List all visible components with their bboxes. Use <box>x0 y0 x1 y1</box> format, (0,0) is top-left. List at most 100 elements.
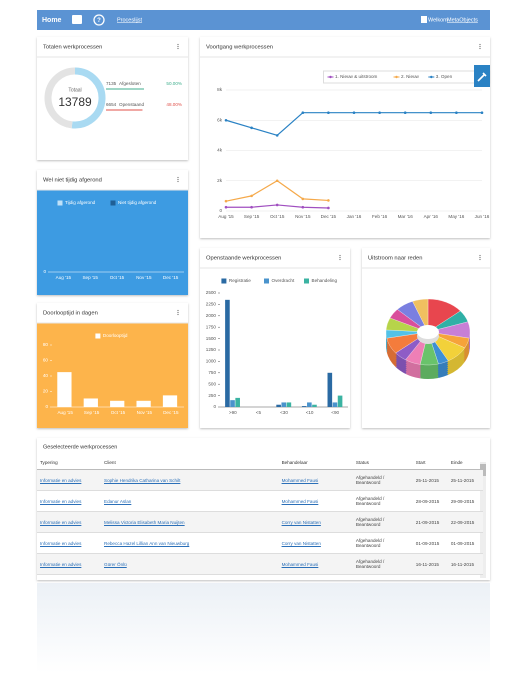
cell-text[interactable]: Mohammed Fausi <box>281 477 319 483</box>
bar <box>301 406 307 407</box>
bar <box>276 404 281 407</box>
cell-text: Afgehandeld / Beantwoord <box>355 538 385 548</box>
panel-menu-dot <box>479 258 481 261</box>
cell-text: 01-09-2015 <box>415 540 440 546</box>
y-tick-label: 2250 <box>206 302 217 307</box>
panel-menu-dot <box>177 309 179 312</box>
series-point <box>301 205 305 209</box>
panel <box>200 37 490 238</box>
table-header: Typering Client Behandelaar Status Start Eind… <box>37 456 483 470</box>
column-header[interactable]: Typering <box>37 456 101 470</box>
cell: Informatie en advies <box>37 532 101 554</box>
series-point <box>224 205 228 209</box>
cell-text[interactable]: Informatie en advies <box>40 519 82 525</box>
x-tick-label: Apr '16 <box>424 214 439 219</box>
y-tick-label: 1000 <box>206 359 217 364</box>
cell-text[interactable]: Informatie en advies <box>40 477 82 483</box>
cell: Edanur Aslan <box>101 490 279 512</box>
column-header[interactable]: Start <box>412 456 448 470</box>
cell-text[interactable]: Corry van Nistatten <box>281 519 321 525</box>
column-header[interactable]: Behandelaar <box>278 456 353 470</box>
cell: Corry van Nistatten <box>278 511 353 533</box>
x-tick-label: Nov '15 <box>137 410 153 415</box>
legend-label: 2. Nieuw <box>401 74 420 79</box>
panel-menu-dot <box>177 180 179 183</box>
series-point <box>378 111 381 114</box>
table-row[interactable]: Informatie en advies Melissa Victoria Eli… <box>37 511 483 533</box>
user-link[interactable]: MetaObjects <box>447 17 478 23</box>
table-row[interactable]: Informatie en advies Rebecca Hazel Lillia… <box>37 532 483 554</box>
cell-text[interactable]: Mohammed Fausi <box>281 561 319 567</box>
table-grid: Typering Client Behandelaar Status Start Eind… <box>37 456 483 575</box>
x-tick-label: Aug '15 <box>57 410 73 415</box>
table-row[interactable]: Informatie en advies Gürer Önlü Mohammed F… <box>37 553 483 575</box>
help-icon[interactable] <box>93 14 105 26</box>
y-tick-label: 0 <box>43 269 46 274</box>
x-tick-label: <10 <box>306 410 314 415</box>
panel-menu-dot <box>177 311 179 314</box>
cell-text: 21-09-2015 <box>415 519 440 525</box>
bar <box>307 402 312 407</box>
pie-slice <box>412 298 429 333</box>
x-tick-label: Sep '15 <box>84 410 100 415</box>
y-tick-label: 6k <box>217 117 223 122</box>
cell-text[interactable]: Edanur Aslan <box>104 498 132 504</box>
y-tick-label: 1250 <box>206 347 217 352</box>
pie-hole-top <box>417 325 439 339</box>
table-row[interactable]: Informatie en advies Sophie Hendrika Cath… <box>37 469 483 491</box>
cell-text: 29-09-2015 <box>450 498 475 504</box>
legend-swatch <box>264 278 269 284</box>
cell-text[interactable]: Sophie Hendrika Catharina van Schilt <box>104 477 181 483</box>
cell-text[interactable]: Melissa Victoria Elisabeth Maria Nuijten <box>104 519 185 525</box>
home-link[interactable]: Home <box>42 17 62 24</box>
cell: Afgehandeld / Beantwoord <box>352 511 413 533</box>
y-tick-label: 0 <box>45 404 48 409</box>
panel-menu-dot <box>479 254 481 257</box>
column-header[interactable]: Client <box>101 456 279 470</box>
cell-text[interactable]: Mohammed Fausi <box>281 498 319 504</box>
cell-text: 22-09-2015 <box>450 519 475 525</box>
cell-text[interactable]: Informatie en advies <box>40 561 82 567</box>
y-tick-label: 4k <box>217 148 223 153</box>
x-tick-label: Jun '16 <box>475 214 490 219</box>
cell-text: 28-09-2015 <box>415 498 440 504</box>
series-point <box>224 118 228 122</box>
column-header[interactable]: Einde <box>447 456 483 470</box>
print-icon[interactable] <box>72 15 82 24</box>
scrollbar-thumb[interactable] <box>480 464 486 476</box>
table-row[interactable]: Informatie en advies Edanur Aslan Mohammed… <box>37 490 483 512</box>
legend-swatch <box>304 278 309 284</box>
panel-title: Openstaande werkprocessen <box>206 256 281 262</box>
cell-text[interactable]: Rebecca Hazel Lillian Ann van Nieuwburg <box>104 540 190 546</box>
series-point <box>250 205 253 209</box>
panel-menu-dot <box>479 256 481 259</box>
panel-title: Wel niet tijdig afgerond <box>43 178 102 184</box>
bar <box>286 402 292 407</box>
column-header[interactable]: Status <box>352 456 413 470</box>
panel <box>200 248 350 428</box>
panel-menu-dot <box>177 47 179 50</box>
cell-text[interactable]: Corry van Nistatten <box>281 540 321 546</box>
legend-swatch <box>110 200 116 206</box>
table: Typering Client Behandelaar Status Start Eind… <box>37 456 490 580</box>
cell: Afgehandeld / Beantwoord <box>352 490 413 512</box>
legend-swatch <box>95 333 101 339</box>
bar <box>225 299 230 407</box>
cell: Mohammed Fausi <box>278 553 353 575</box>
legend-label: Behandeling <box>312 278 338 283</box>
x-tick-label: Jan '16 <box>347 214 362 219</box>
cell-text[interactable]: Informatie en advies <box>40 540 82 546</box>
legend-swatch-dot <box>430 75 433 79</box>
scrollbar[interactable] <box>480 462 486 578</box>
menu-link[interactable]: Proceslijst <box>117 17 143 23</box>
cell-text[interactable]: Informatie en advies <box>40 498 82 504</box>
x-tick-label: Aug '15 <box>56 275 72 280</box>
cell-text: 01-09-2015 <box>450 540 475 546</box>
donut-segment <box>71 67 106 129</box>
cell: Informatie en advies <box>37 511 101 533</box>
cell-text[interactable]: Gürer Önlü <box>104 561 127 567</box>
series-point <box>275 134 279 137</box>
panel-menu-dot <box>177 45 179 48</box>
y-tick-label: 40 <box>43 373 49 378</box>
cell-text: Afgehandeld / Beantwoord <box>355 475 385 485</box>
